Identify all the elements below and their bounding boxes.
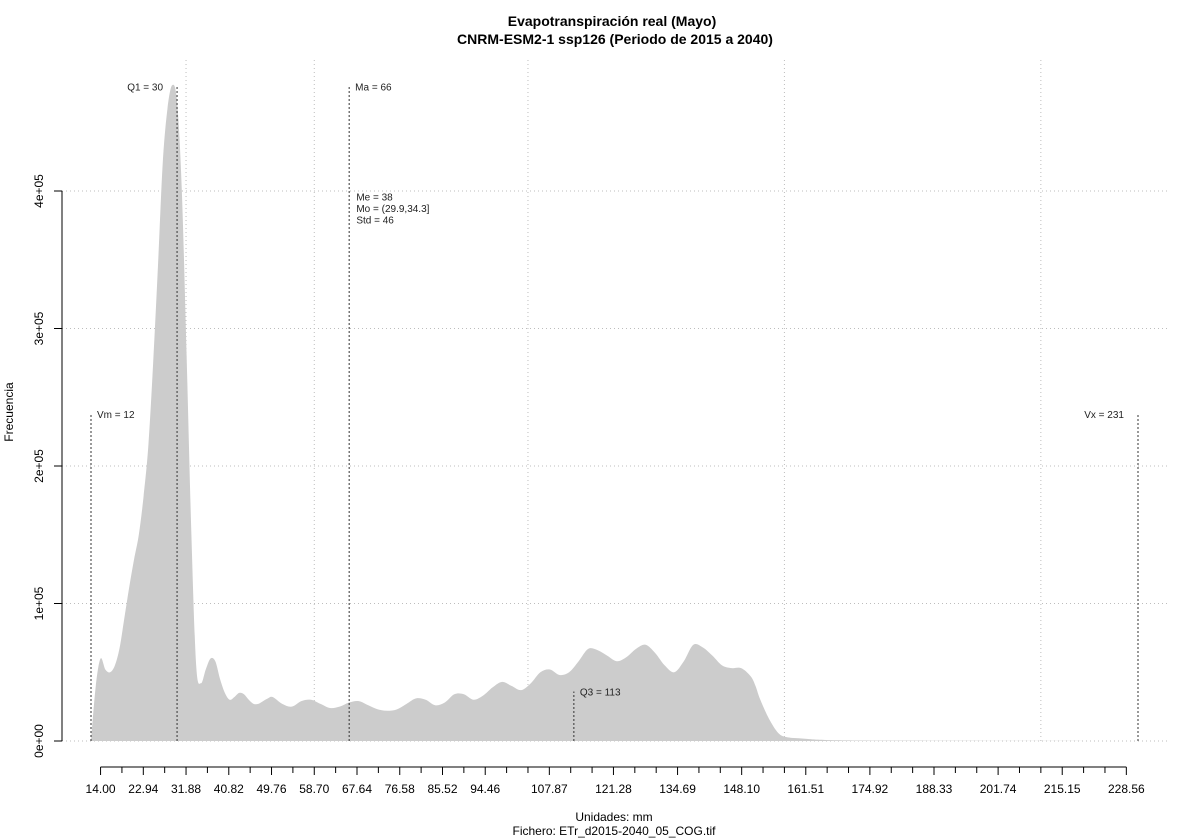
stat-mode: Mo = (29.9,34.3]: [356, 204, 429, 215]
y-tick-label: 0e+00: [32, 724, 46, 758]
y-tick-label: 3e+05: [32, 311, 46, 345]
marker-label: Q1 = 30: [127, 83, 163, 94]
x-tick-label: 134.69: [659, 782, 696, 796]
chart-title: Evapotranspiración real (Mayo): [508, 13, 717, 29]
stats-box: Me = 38 Mo = (29.9,34.3] Std = 46: [356, 193, 429, 227]
marker-label: Ma = 66: [355, 83, 392, 94]
x-tick-label: 31.88: [171, 782, 201, 796]
x-tick-label: 58.70: [299, 782, 329, 796]
x-axis-label: Unidades: mm: [575, 810, 652, 824]
y-axis-label: Frecuencia: [2, 382, 16, 442]
statistic-markers: Vm = 12 Q1 = 30 Ma = 66 Q3 = 113 Vx = 231: [90, 83, 1139, 741]
x-tick-label: 85.52: [427, 782, 457, 796]
x-tick-label: 49.76: [257, 782, 287, 796]
x-tick-label: 215.15: [1044, 782, 1081, 796]
x-tick-label: 161.51: [787, 782, 824, 796]
axes: 14.00 22.94 31.88 40.82 49.76 58.70 67.64 76.58…: [32, 174, 1145, 796]
x-tick-label: 174.92: [852, 782, 889, 796]
stat-median: Me = 38: [356, 193, 393, 204]
marker-label: Vx = 231: [1084, 410, 1124, 421]
x-tick-label: 228.56: [1108, 782, 1145, 796]
marker-label: Q3 = 113: [580, 688, 621, 699]
x-tick-label: 188.33: [916, 782, 953, 796]
x-tick-label: 76.58: [385, 782, 415, 796]
x-tick-label: 121.28: [595, 782, 632, 796]
x-tick-label: 40.82: [214, 782, 244, 796]
density-area: [91, 84, 1138, 742]
x-tick-label: 107.87: [531, 782, 568, 796]
marker-label: Vm = 12: [97, 410, 135, 421]
x-tick-label: 201.74: [980, 782, 1017, 796]
y-tick-label: 1e+05: [32, 586, 46, 620]
footer-filename: Fichero: ETr_d2015-2040_05_COG.tif: [513, 824, 717, 838]
chart-subtitle: CNRM-ESM2-1 ssp126 (Periodo de 2015 a 20…: [457, 31, 773, 47]
x-tick-label: 22.94: [128, 782, 158, 796]
stat-std: Std = 46: [356, 216, 394, 227]
y-tick-label: 4e+05: [32, 174, 46, 208]
y-tick-label: 2e+05: [32, 449, 46, 483]
x-tick-label: 14.00: [86, 782, 116, 796]
x-tick-label: 148.10: [723, 782, 760, 796]
x-tick-label: 94.46: [470, 782, 500, 796]
x-tick-label: 67.64: [342, 782, 372, 796]
density-area-group: [91, 84, 1138, 742]
